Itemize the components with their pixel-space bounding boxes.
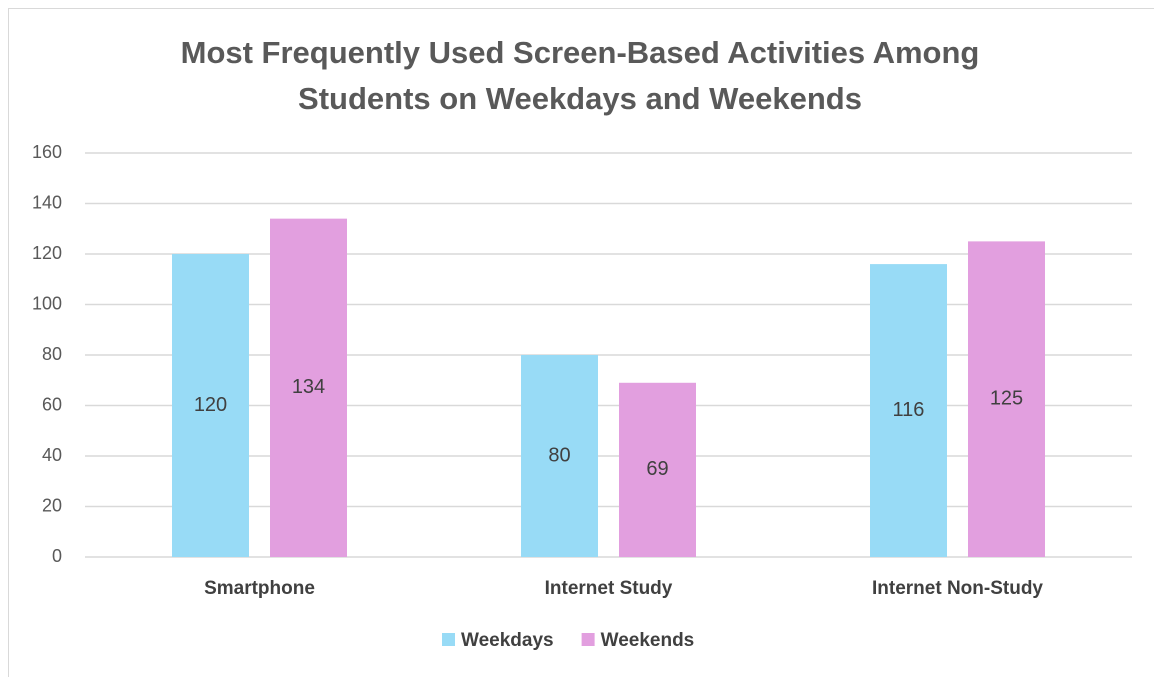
y-tick-label: 20 <box>42 495 62 515</box>
data-label: 69 <box>646 458 668 480</box>
data-label: 120 <box>194 394 227 416</box>
y-tick-label: 40 <box>42 445 62 465</box>
y-tick-label: 60 <box>42 394 62 414</box>
data-label: 134 <box>292 376 325 398</box>
bar <box>619 382 696 557</box>
chart-frame <box>8 8 1154 677</box>
chart-title: Most Frequently Used Screen-Based Activi… <box>180 35 980 116</box>
x-tick-label: Smartphone <box>204 578 315 599</box>
bar <box>172 254 249 557</box>
legend-label: Weekdays <box>461 630 554 651</box>
bar <box>270 218 347 557</box>
legend-swatch <box>442 633 455 646</box>
y-tick-label: 160 <box>32 142 62 162</box>
legend-label: Weekends <box>601 630 695 651</box>
y-tick-label: 80 <box>42 344 62 364</box>
y-tick-label: 0 <box>52 546 62 566</box>
bar <box>968 241 1045 557</box>
data-label: 125 <box>990 387 1023 409</box>
y-tick-label: 120 <box>32 243 62 263</box>
bar <box>521 355 598 557</box>
bar <box>870 264 947 557</box>
y-tick-label: 100 <box>32 293 62 313</box>
x-tick-label: Internet Non-Study <box>872 578 1043 599</box>
legend-swatch <box>581 633 595 646</box>
x-tick-label: Internet Study <box>545 578 673 599</box>
data-label: 80 <box>548 444 570 466</box>
y-tick-label: 140 <box>32 192 62 212</box>
data-label: 116 <box>893 399 925 421</box>
